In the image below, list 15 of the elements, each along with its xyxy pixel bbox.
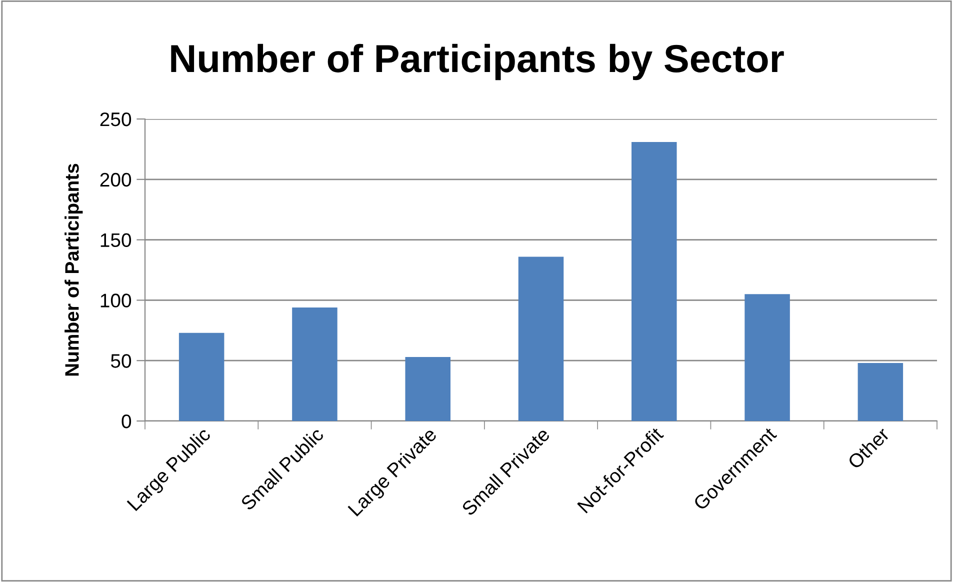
bar [632, 142, 677, 421]
bar [858, 363, 904, 421]
bar [518, 256, 564, 421]
y-axis-title: Number of Participants [64, 164, 83, 376]
bar [178, 332, 224, 421]
y-tick-label: 150 [100, 233, 132, 248]
y-tick-label: 200 [100, 172, 132, 187]
y-tick-label: 50 [110, 354, 132, 368]
y-tick-label: 100 [100, 294, 132, 308]
y-tick-label: 0 [122, 414, 132, 428]
y-tick-label: 250 [100, 112, 132, 126]
bar [744, 294, 790, 421]
bar [405, 356, 450, 421]
bar [292, 307, 338, 421]
chart-title: Number of Participants by Sector [171, 44, 784, 80]
